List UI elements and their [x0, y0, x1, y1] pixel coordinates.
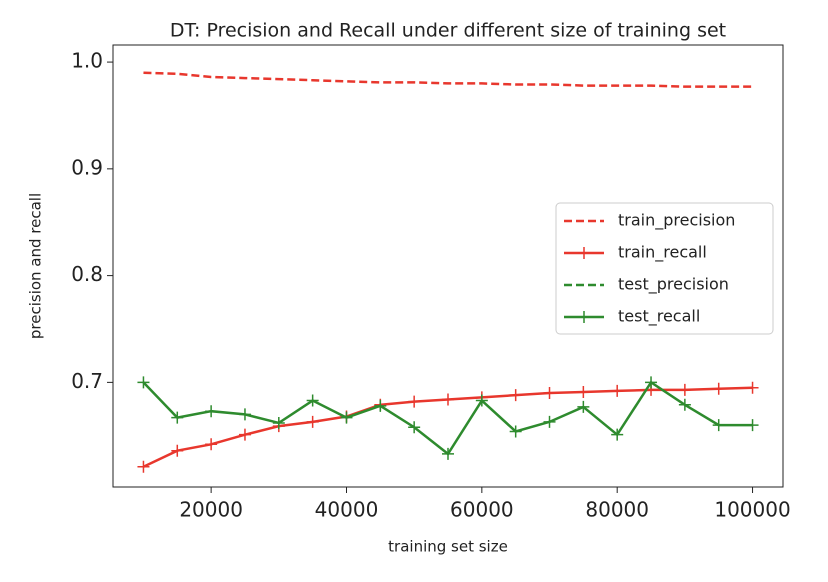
point-marker	[678, 383, 691, 396]
point-marker	[205, 438, 218, 451]
point-marker	[374, 399, 387, 412]
legend-label: train_precision	[618, 211, 735, 231]
legend-marker	[578, 311, 590, 323]
point-marker	[746, 419, 759, 432]
point-marker	[475, 394, 488, 407]
point-marker	[408, 421, 421, 434]
point-marker	[408, 395, 421, 408]
y-tick-label: 1.0	[71, 49, 103, 73]
y-tick-label: 0.7	[71, 369, 103, 393]
legend-box	[555, 202, 774, 335]
x-tick-label: 20000	[179, 498, 243, 522]
point-marker	[272, 416, 285, 429]
y-axis-label: precision and recall	[27, 193, 45, 339]
point-marker	[442, 447, 454, 460]
x-axis-label: training set size	[388, 538, 508, 556]
chart-title: DT: Precision and Recall under different…	[170, 20, 726, 42]
x-tick-label: 100000	[714, 498, 790, 522]
point-marker	[577, 385, 590, 398]
point-marker	[746, 381, 759, 394]
x-tick-label: 40000	[315, 498, 379, 522]
point-marker	[171, 411, 184, 424]
point-marker	[712, 419, 725, 432]
legend-label: test_recall	[618, 307, 700, 327]
point-marker	[509, 389, 522, 402]
x-tick-label: 80000	[585, 498, 649, 522]
point-marker	[678, 398, 691, 411]
point-marker	[171, 444, 184, 457]
point-marker	[712, 382, 725, 395]
point-marker	[543, 415, 556, 428]
legend-label: test_precision	[618, 275, 729, 295]
point-marker	[611, 428, 624, 441]
plot-frame	[112, 44, 784, 488]
series-line	[143, 71, 753, 88]
series-line	[142, 380, 753, 456]
point-marker	[137, 376, 150, 389]
y-tick-label: 0.9	[71, 155, 103, 179]
point-marker	[645, 376, 658, 389]
point-marker	[306, 394, 319, 407]
point-marker	[238, 408, 251, 421]
point-marker	[611, 384, 624, 397]
x-tick-label: 60000	[450, 498, 514, 522]
legend-marker	[578, 247, 590, 259]
point-marker	[577, 400, 590, 413]
point-marker	[205, 405, 218, 418]
y-tick-label: 0.8	[71, 262, 103, 286]
legend: train_precision train_recall test_precisio…	[555, 202, 774, 335]
point-marker	[137, 460, 150, 473]
point-marker	[509, 425, 522, 438]
point-marker	[306, 415, 319, 428]
legend-label: train_recall	[618, 243, 707, 263]
point-marker	[238, 428, 251, 441]
point-marker	[340, 411, 353, 424]
point-marker	[442, 393, 454, 406]
point-marker	[543, 387, 556, 400]
